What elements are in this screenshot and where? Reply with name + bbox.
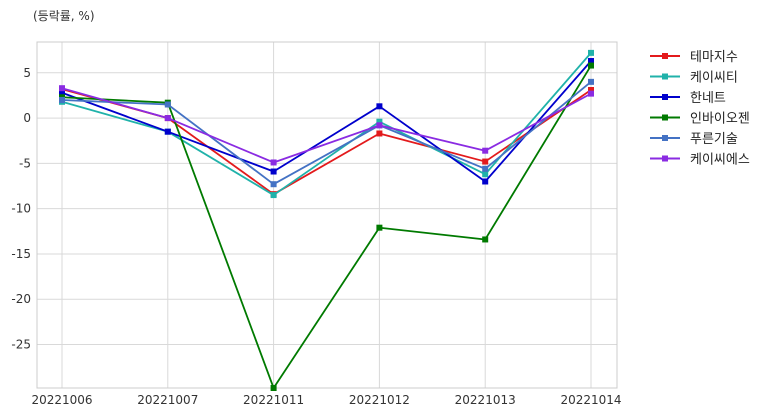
data-point [270,181,277,188]
x-tick-label: 20221011 [243,393,304,407]
data-point [59,96,65,103]
legend-item: 한네트 [650,91,726,106]
data-point [588,78,594,85]
data-point [588,90,594,97]
series-line [61,87,592,164]
y-tick-label: -20 [11,292,31,306]
legend-marker [662,94,668,100]
y-tick-label: 5 [23,66,31,80]
plot-area-border [36,41,618,389]
data-point [270,385,277,391]
data-point [59,85,65,92]
legend-label: 한네트 [690,91,726,106]
data-point [270,168,277,175]
data-point [588,62,594,69]
legend-label: 인바이오젠 [690,112,750,127]
y-tick-label: -25 [11,338,31,352]
x-tick-label: 20221013 [455,393,516,407]
data-point [482,178,489,185]
legend-item: 푸른기술 [650,132,738,147]
data-point [164,115,171,122]
data-point [482,158,489,165]
data-point [482,165,489,172]
legend-item: 인바이오젠 [650,112,750,127]
legend-label: 케이씨티 [690,71,738,86]
legend-marker [662,114,668,121]
series-5 [59,78,594,188]
y-tick-label: -10 [11,202,31,216]
legend-item: 케이씨에스 [650,153,750,168]
x-tick-label: 20221012 [349,393,410,407]
data-point [59,89,65,96]
legend-label: 푸른기술 [690,132,738,147]
data-point [164,101,171,108]
data-point [376,103,383,110]
legend-marker [662,155,668,162]
x-tick-label: 20221014 [560,393,621,407]
series-6 [59,85,594,166]
legend-item: 테마지수 [650,50,738,65]
axis-layer: 5 0 -5 -10 -15 -20 -25 20221006 20221007 20221011… [11,66,621,407]
data-point [376,224,383,231]
x-tick-label: 20221007 [137,393,198,407]
data-point [270,192,277,199]
grid-layer [37,42,617,388]
data-point [376,122,383,129]
series-line [61,52,592,196]
legend-label: 케이씨에스 [690,153,750,168]
series-layer [59,49,594,391]
data-point [588,58,594,65]
data-point [270,159,277,166]
y-tick-label: -5 [19,156,31,170]
y-tick-label: 0 [23,111,31,125]
legend-marker [662,135,668,141]
data-point [482,236,489,243]
series-2 [59,49,594,199]
data-point [588,87,594,94]
data-point [164,128,171,135]
series-line [61,81,592,186]
data-point [376,130,383,137]
data-point [482,171,489,178]
series-line [61,60,592,183]
legend-item: 케이씨티 [650,71,738,86]
series-line [61,88,592,196]
legend-marker [662,73,668,80]
legend-marker [662,53,668,59]
data-point [376,118,383,125]
x-tick-label: 20221006 [31,393,92,407]
series-line [61,65,592,389]
unit-label: (등락률, %) [33,9,95,23]
data-point [482,147,489,154]
y-tick-label: -15 [11,247,31,261]
series-4 [59,62,594,391]
series-3 [59,58,594,185]
legend-label: 테마지수 [690,50,738,65]
data-point [588,49,594,56]
